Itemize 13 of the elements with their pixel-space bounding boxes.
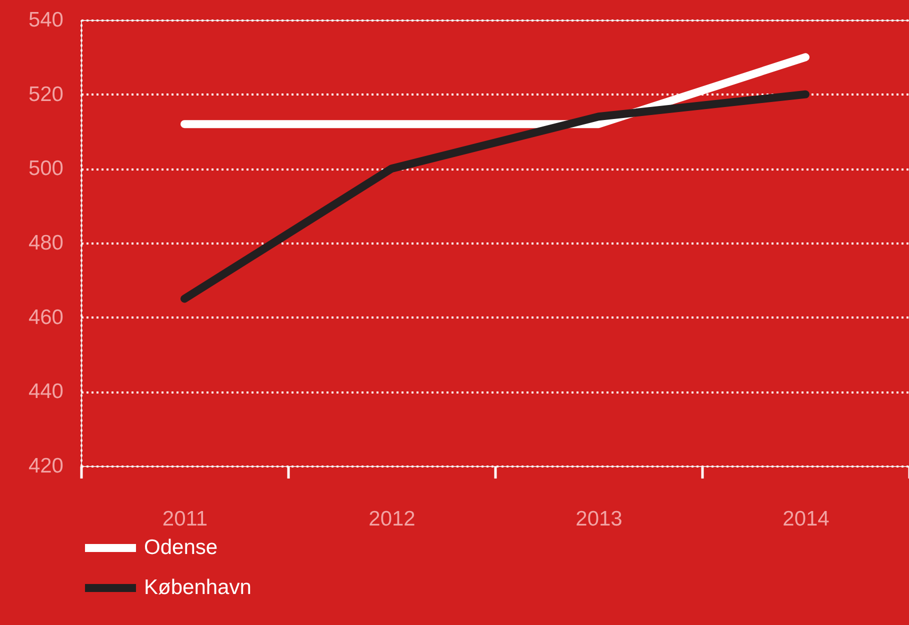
y-tick-label: 500 — [28, 157, 64, 180]
x-tick-label: 2012 — [368, 508, 416, 530]
x-tick-label: 2013 — [576, 508, 622, 530]
legend-label: København — [144, 576, 252, 599]
x-tick-label: 2011 — [162, 508, 208, 530]
y-tick-label: 520 — [28, 82, 64, 106]
y-tick-label: 460 — [28, 306, 64, 329]
y-tick-label: 480 — [28, 232, 64, 254]
y-tick-label: 440 — [28, 380, 64, 404]
legend-label: Odense — [144, 536, 218, 559]
x-tick-label: 2014 — [782, 508, 830, 530]
y-tick-label: 420 — [28, 454, 64, 478]
y-tick-label: 540 — [28, 8, 64, 32]
